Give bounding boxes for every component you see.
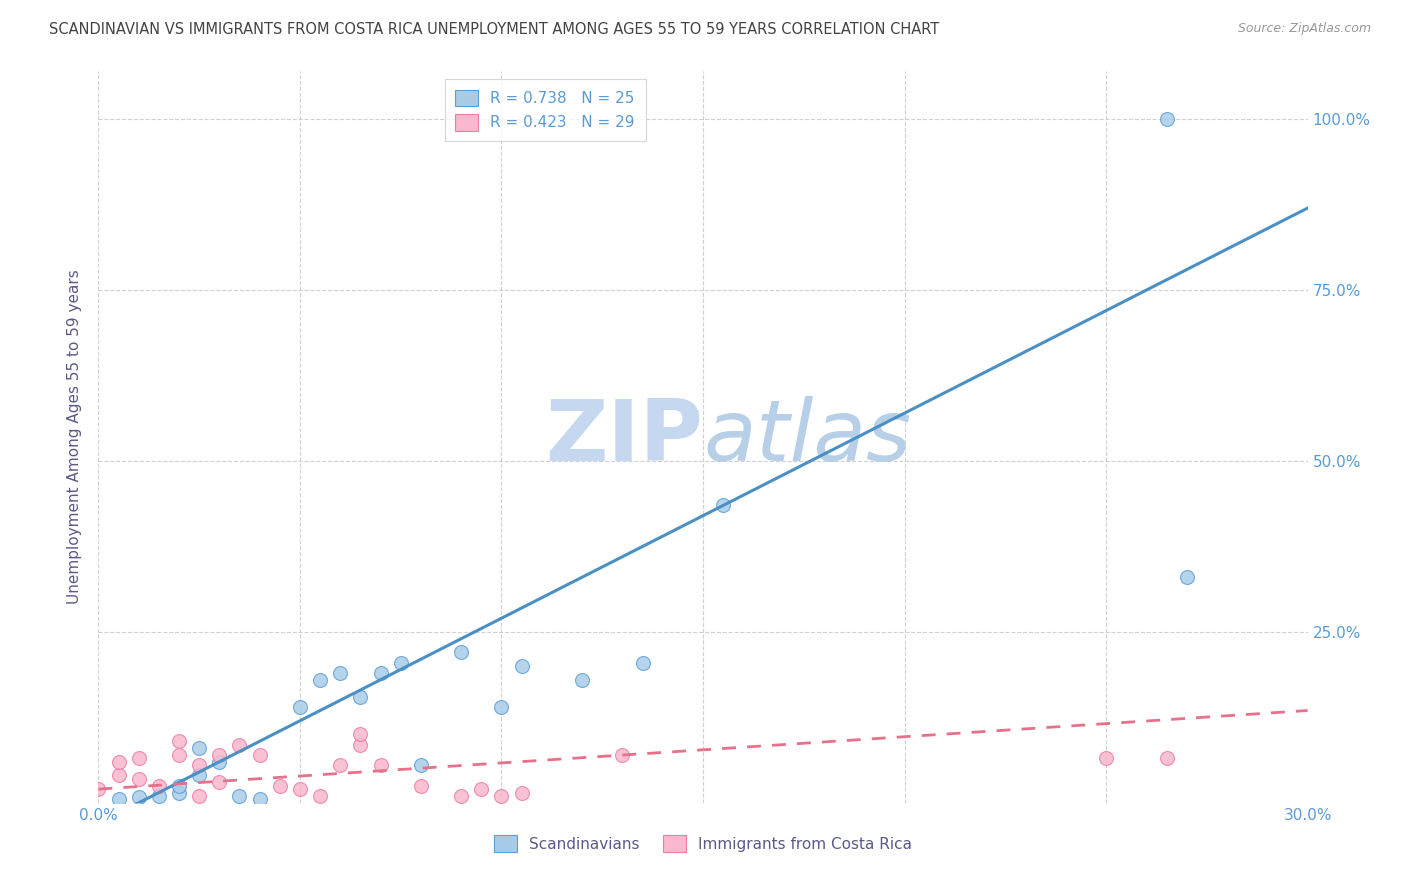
Point	[370, 665, 392, 680]
Point	[349, 738, 371, 752]
Point	[329, 665, 352, 680]
Point	[389, 656, 412, 670]
Point	[208, 755, 231, 769]
Point	[188, 741, 211, 756]
Point	[1175, 570, 1198, 584]
Point	[167, 747, 190, 762]
Point	[87, 782, 110, 797]
Point	[571, 673, 593, 687]
Point	[288, 700, 311, 714]
Point	[107, 768, 129, 782]
Point	[167, 786, 190, 800]
Point	[107, 755, 129, 769]
Point	[228, 738, 250, 752]
Point	[228, 789, 250, 803]
Point	[128, 751, 150, 765]
Point	[370, 758, 392, 772]
Text: SCANDINAVIAN VS IMMIGRANTS FROM COSTA RICA UNEMPLOYMENT AMONG AGES 55 TO 59 YEAR: SCANDINAVIAN VS IMMIGRANTS FROM COSTA RI…	[49, 22, 939, 37]
Point	[510, 659, 533, 673]
Point	[188, 768, 211, 782]
Point	[349, 690, 371, 704]
Point	[309, 789, 332, 803]
Point	[491, 700, 513, 714]
Point	[188, 758, 211, 772]
Text: ZIP: ZIP	[546, 395, 703, 479]
Point	[409, 758, 432, 772]
Point	[470, 782, 492, 797]
Text: Source: ZipAtlas.com: Source: ZipAtlas.com	[1237, 22, 1371, 36]
Point	[450, 645, 472, 659]
Point	[309, 673, 332, 687]
Point	[107, 792, 129, 806]
Point	[148, 789, 170, 803]
Point	[269, 779, 291, 793]
Point	[188, 789, 211, 803]
Point	[1156, 112, 1178, 127]
Point	[208, 775, 231, 789]
Text: atlas: atlas	[703, 395, 911, 479]
Point	[349, 727, 371, 741]
Point	[612, 747, 634, 762]
Point	[128, 790, 150, 805]
Point	[1156, 751, 1178, 765]
Point	[510, 786, 533, 800]
Point	[128, 772, 150, 786]
Legend: Scandinavians, Immigrants from Costa Rica: Scandinavians, Immigrants from Costa Ric…	[485, 826, 921, 861]
Point	[249, 747, 271, 762]
Point	[1095, 751, 1118, 765]
Point	[208, 747, 231, 762]
Point	[249, 792, 271, 806]
Point	[148, 779, 170, 793]
Point	[167, 779, 190, 793]
Point	[491, 789, 513, 803]
Point	[329, 758, 352, 772]
Point	[450, 789, 472, 803]
Point	[288, 782, 311, 797]
Y-axis label: Unemployment Among Ages 55 to 59 years: Unemployment Among Ages 55 to 59 years	[67, 269, 83, 605]
Point	[167, 734, 190, 748]
Point	[409, 779, 432, 793]
Point	[711, 499, 734, 513]
Point	[631, 656, 654, 670]
